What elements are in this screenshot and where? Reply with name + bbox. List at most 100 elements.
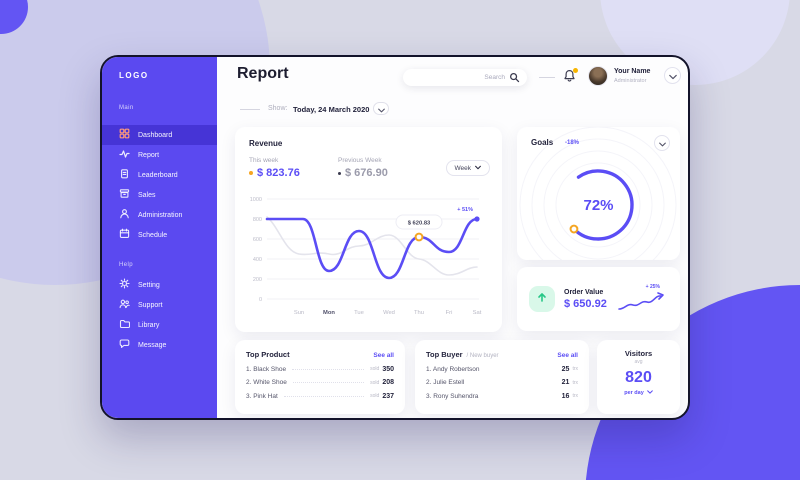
show-label: Show:	[268, 105, 288, 112]
y-tick: 0	[259, 297, 262, 303]
x-label-tue: Tue	[354, 310, 364, 316]
order-value-text: Order Value $ 650.92	[564, 289, 607, 310]
sidebar-item-schedule[interactable]: Schedule	[102, 225, 217, 245]
top-product-card: Top Product See all 1. Black Shoe sold 3…	[235, 340, 405, 414]
order-value-badge	[529, 286, 555, 312]
top-buyer-title: Top Buyer	[426, 350, 463, 359]
sidebar-item-label: Support	[138, 301, 163, 309]
search-icon[interactable]	[509, 72, 527, 83]
goals-percent: 72%	[583, 197, 614, 214]
chevron-down-icon	[646, 390, 653, 396]
app-logo: LOGO	[119, 71, 149, 80]
sidebar-item-label: Schedule	[138, 231, 168, 239]
range-dropdown-button[interactable]: Week	[445, 160, 490, 176]
chart-tooltip: $ 620.83	[395, 214, 443, 230]
search-input[interactable]	[403, 69, 509, 86]
buyer-row[interactable]: 2. Julie Estell 21 trx	[426, 379, 578, 386]
filter-divider	[240, 109, 260, 110]
sidebar-item-report[interactable]: Report	[102, 145, 217, 165]
highlight-marker[interactable]	[414, 232, 424, 242]
date-value: Today, 24 March 2020	[293, 104, 370, 114]
sidebar-item-label: Report	[138, 151, 160, 159]
sidebar-item-sales[interactable]: Sales	[102, 185, 217, 205]
top-buyer-see-all-link[interactable]: See all	[557, 352, 578, 359]
product-row[interactable]: 2. White Shoe sold 208	[246, 379, 394, 386]
chart-tooltip-label: $ 620.83	[408, 221, 431, 227]
order-value-sparkline: + 25%	[616, 284, 668, 314]
top-product-see-all-link[interactable]: See all	[373, 352, 394, 359]
archive-box-icon	[119, 186, 130, 204]
x-label-sun: Sun	[294, 310, 304, 316]
visitors-per-label: per day	[624, 390, 644, 396]
x-label-sat: Sat	[473, 310, 482, 316]
date-dropdown-button[interactable]	[373, 102, 389, 115]
sidebar: LOGO Main Dashboard Report	[102, 57, 217, 418]
goals-title: Goals	[531, 138, 554, 147]
profile-menu-button[interactable]	[664, 67, 681, 84]
this-week-series-line	[265, 217, 479, 280]
chat-bubble-icon	[119, 336, 130, 354]
dotted-leader	[292, 368, 365, 370]
page-title: Report	[237, 65, 289, 82]
folder-icon	[119, 316, 131, 334]
product-row[interactable]: 1. Black Shoe sold 350	[246, 366, 394, 373]
prev-week-dot	[338, 171, 341, 175]
this-week-dot	[249, 171, 253, 175]
sidebar-item-library[interactable]: Library	[102, 315, 217, 335]
notification-bell-button[interactable]	[563, 68, 578, 87]
buyer-qty: 16	[561, 392, 570, 400]
sidebar-item-dashboard[interactable]: Dashboard	[102, 125, 217, 145]
activity-icon	[119, 146, 130, 164]
user-avatar[interactable]	[588, 66, 608, 86]
dashboard-window: LOGO Main Dashboard Report	[100, 55, 690, 420]
clipboard-icon	[119, 166, 130, 184]
order-value-label: Order Value	[564, 288, 604, 296]
product-qty: 237	[382, 392, 394, 400]
goals-donut-chart	[519, 127, 677, 260]
product-qty: 350	[382, 365, 394, 373]
sidebar-item-message[interactable]: Message	[102, 335, 217, 355]
main-area: Report Your Name Admini	[217, 57, 688, 418]
series-end-dot	[474, 216, 480, 222]
y-tick: 1000	[250, 197, 262, 203]
buyer-name: 2. Julie Estell	[426, 379, 465, 386]
goals-progress-arc	[572, 169, 634, 241]
chevron-down-icon	[658, 134, 666, 152]
visitors-per-day-dropdown[interactable]: per day	[597, 390, 680, 396]
users-icon	[119, 296, 130, 314]
y-tick: 200	[253, 277, 262, 283]
buyer-unit: trx	[572, 379, 578, 386]
prev-week-series-line	[266, 216, 478, 276]
product-row[interactable]: 3. Pink Hat sold 237	[246, 393, 394, 400]
chevron-down-icon	[475, 165, 481, 172]
arrow-up-icon	[536, 290, 548, 308]
product-name: 1. Black Shoe	[246, 365, 287, 373]
revenue-card: Revenue This week $ 823.76 Previous Week…	[235, 127, 502, 332]
sidebar-item-setting[interactable]: Setting	[102, 275, 217, 295]
prev-week-value: $ 676.90	[345, 167, 388, 179]
header-divider	[539, 77, 555, 78]
sidebar-item-support[interactable]: Support	[102, 295, 217, 315]
buyer-row[interactable]: 3. Rony Suhendra 16 trx	[426, 393, 578, 400]
buyer-name: 1. Andy Robertson	[426, 365, 480, 373]
this-week-label: This week	[249, 157, 279, 164]
dotted-leader	[283, 395, 365, 397]
product-qty: 208	[382, 379, 394, 386]
notification-badge	[573, 68, 578, 73]
sidebar-item-leaderboard[interactable]: Leaderboard	[102, 165, 217, 185]
goals-arc-start-dot	[569, 224, 579, 234]
y-tick: 800	[253, 217, 262, 223]
visitors-value: 820	[625, 369, 652, 386]
bell-icon	[563, 70, 576, 87]
visitors-avg-label: avg	[634, 359, 643, 365]
x-label-mon: Mon	[323, 310, 335, 316]
goals-menu-button[interactable]	[654, 135, 670, 151]
sidebar-item-administration[interactable]: Administration	[102, 205, 217, 225]
chevron-down-icon	[668, 67, 677, 85]
buyer-row[interactable]: 1. Andy Robertson 25 trx	[426, 366, 578, 373]
sparkline-path	[618, 295, 662, 310]
prev-week-label: Previous Week	[338, 157, 382, 164]
product-unit: sold	[370, 393, 380, 399]
order-value-amount: $ 650.92	[564, 297, 607, 310]
